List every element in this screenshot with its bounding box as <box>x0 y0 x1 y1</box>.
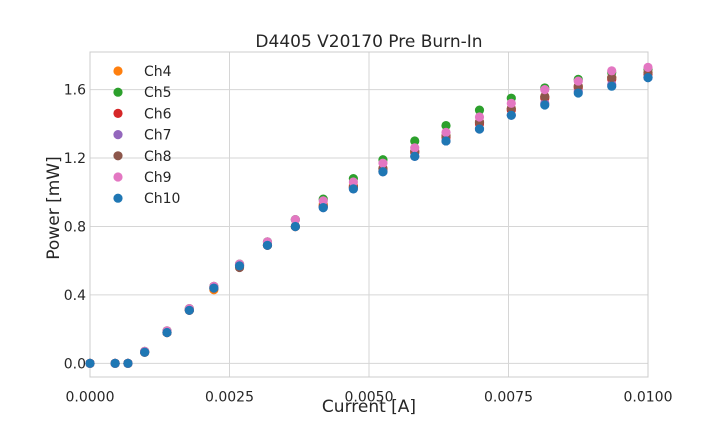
data-point <box>643 73 653 83</box>
legend-marker <box>113 87 123 97</box>
data-point <box>573 76 583 86</box>
y-tick-label: 1.2 <box>64 151 86 167</box>
data-points <box>85 62 653 368</box>
data-point <box>123 358 133 368</box>
data-point <box>441 127 451 137</box>
x-tick-label: 0.0025 <box>205 390 254 406</box>
data-point <box>607 81 617 91</box>
data-point <box>410 143 420 153</box>
y-tick-label: 0.0 <box>64 356 86 372</box>
y-tick-label: 1.6 <box>64 83 86 99</box>
data-point <box>441 136 451 146</box>
data-point <box>85 358 95 368</box>
series-ch10 <box>85 73 653 368</box>
legend-label: Ch8 <box>144 149 172 165</box>
data-point <box>318 196 328 206</box>
data-point <box>290 221 300 232</box>
legend-label: Ch10 <box>144 191 180 207</box>
data-point <box>262 240 273 250</box>
data-point <box>378 158 388 168</box>
data-point <box>474 124 485 134</box>
y-tick-label: 0.4 <box>64 288 86 304</box>
legend-marker <box>113 130 123 140</box>
data-point <box>607 73 617 83</box>
legend: Ch4 Ch5 Ch6 Ch7 Ch8 Ch9 Ch10 <box>113 64 180 207</box>
data-point <box>348 184 358 194</box>
data-point <box>643 62 653 72</box>
x-tick-label: 0.0050 <box>345 390 394 406</box>
x-tick-label: 0.0100 <box>624 390 673 406</box>
data-point <box>410 151 420 161</box>
legend-label: Ch6 <box>144 106 172 122</box>
x-tick-label: 0.0075 <box>484 390 533 406</box>
x-axis-label: Current [A] <box>322 397 416 417</box>
data-point <box>110 358 120 368</box>
legend-label: Ch9 <box>144 170 172 186</box>
data-point <box>540 100 550 110</box>
legend-marker <box>113 193 123 203</box>
plot-frame <box>89 51 649 378</box>
data-point <box>348 177 358 187</box>
data-point <box>441 120 451 131</box>
legend-marker <box>113 151 123 161</box>
y-tick-label: 0.8 <box>64 219 86 235</box>
data-point <box>474 105 485 115</box>
chart-title: D4405 V20170 Pre Burn-In <box>255 32 482 52</box>
data-point <box>506 110 516 120</box>
data-point <box>540 91 550 102</box>
data-point <box>140 347 150 357</box>
data-point <box>318 203 328 213</box>
legend-marker <box>113 172 123 182</box>
x-tick-labels: 0.0000 0.0025 0.0050 0.0075 0.0100 <box>66 390 673 406</box>
data-point <box>410 136 420 146</box>
data-point <box>506 98 516 108</box>
legend-label: Ch5 <box>144 85 172 101</box>
legend-label: Ch7 <box>144 128 172 144</box>
data-point <box>607 66 617 76</box>
data-point <box>540 85 550 95</box>
data-point <box>378 167 388 177</box>
data-point <box>573 88 583 98</box>
x-tick-label: 0.0000 <box>66 390 115 406</box>
legend-marker <box>113 108 123 118</box>
legend-label: Ch4 <box>144 64 172 80</box>
y-axis-label: Power [mW] <box>44 156 64 259</box>
y-tick-labels: 0.0 0.4 0.8 1.2 1.6 <box>64 83 86 373</box>
legend-marker <box>113 66 123 76</box>
data-point <box>162 327 172 338</box>
data-point <box>184 305 194 315</box>
data-point <box>209 283 219 293</box>
data-point <box>290 215 300 225</box>
data-point <box>234 261 245 271</box>
data-point <box>474 112 485 122</box>
